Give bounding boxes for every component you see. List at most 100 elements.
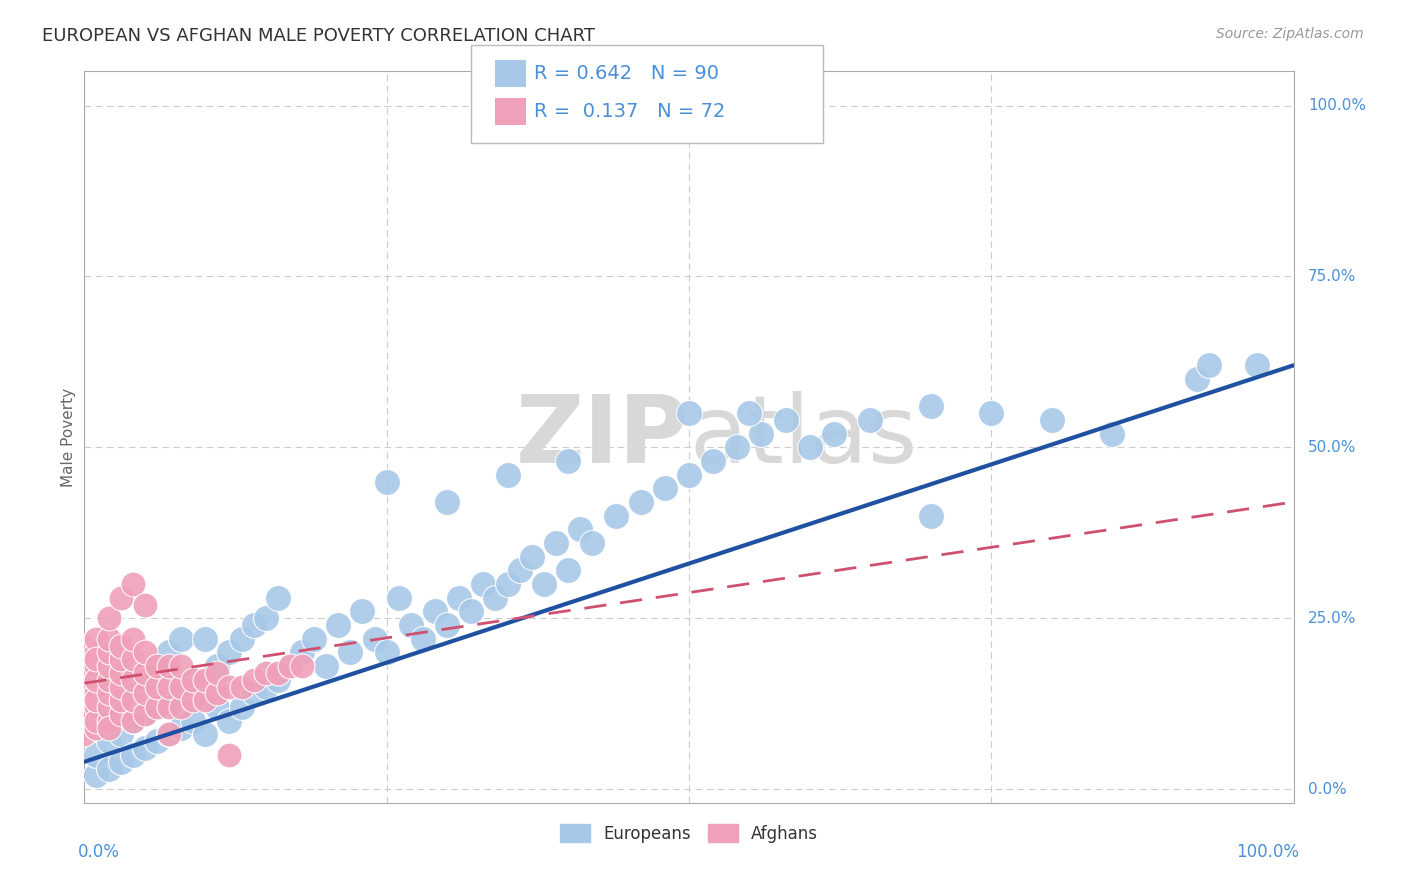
Text: ZIP: ZIP: [516, 391, 689, 483]
Point: [181, 673, 204, 687]
Point: [291, 645, 314, 659]
Point: [581, 536, 603, 550]
Text: 100.0%: 100.0%: [1236, 843, 1299, 861]
Point: [218, 747, 240, 762]
Point: [254, 665, 277, 680]
Point: [97, 734, 120, 748]
Point: [146, 659, 169, 673]
Point: [231, 680, 253, 694]
Point: [134, 686, 156, 700]
Point: [557, 454, 579, 468]
Point: [218, 714, 240, 728]
Point: [157, 727, 180, 741]
Point: [73, 639, 96, 653]
Point: [302, 632, 325, 646]
Text: Source: ZipAtlas.com: Source: ZipAtlas.com: [1216, 27, 1364, 41]
Point: [520, 549, 543, 564]
Point: [157, 645, 180, 659]
Point: [207, 665, 229, 680]
Point: [267, 673, 290, 687]
Point: [181, 714, 204, 728]
Point: [157, 680, 180, 694]
Point: [97, 659, 120, 673]
Point: [375, 645, 398, 659]
Y-axis label: Male Poverty: Male Poverty: [60, 387, 76, 487]
Text: R =  0.137   N = 72: R = 0.137 N = 72: [534, 102, 725, 121]
Point: [157, 693, 180, 707]
Point: [170, 680, 193, 694]
Point: [920, 508, 942, 523]
Point: [73, 673, 96, 687]
Point: [73, 645, 96, 659]
Point: [920, 400, 942, 414]
Point: [97, 700, 120, 714]
Point: [823, 426, 845, 441]
Text: R = 0.642   N = 90: R = 0.642 N = 90: [534, 63, 720, 83]
Point: [121, 632, 143, 646]
Point: [134, 645, 156, 659]
Point: [799, 440, 821, 454]
Point: [157, 700, 180, 714]
Point: [86, 632, 108, 646]
Point: [509, 563, 531, 577]
Point: [86, 659, 108, 673]
Point: [738, 406, 761, 420]
Point: [86, 693, 108, 707]
Text: EUROPEAN VS AFGHAN MALE POVERTY CORRELATION CHART: EUROPEAN VS AFGHAN MALE POVERTY CORRELAT…: [42, 27, 595, 45]
Point: [86, 645, 108, 659]
Point: [110, 665, 132, 680]
Point: [460, 604, 482, 618]
Point: [242, 673, 264, 687]
Point: [121, 652, 143, 666]
Point: [194, 693, 217, 707]
Point: [121, 747, 143, 762]
Point: [73, 700, 96, 714]
Point: [630, 495, 652, 509]
Point: [73, 665, 96, 680]
Point: [1185, 372, 1208, 386]
Point: [86, 721, 108, 735]
Text: 100.0%: 100.0%: [1308, 98, 1367, 113]
Point: [278, 659, 301, 673]
Point: [569, 522, 592, 536]
Point: [194, 727, 217, 741]
Point: [218, 680, 240, 694]
Point: [86, 652, 108, 666]
Point: [291, 659, 314, 673]
Point: [110, 652, 132, 666]
Point: [157, 727, 180, 741]
Point: [86, 673, 108, 687]
Point: [134, 706, 156, 721]
Point: [678, 467, 700, 482]
Point: [86, 673, 108, 687]
Point: [423, 604, 446, 618]
Point: [110, 680, 132, 694]
Point: [73, 727, 96, 741]
Point: [449, 591, 471, 605]
Point: [110, 706, 132, 721]
Point: [352, 604, 374, 618]
Text: atlas: atlas: [689, 391, 917, 483]
Point: [242, 618, 264, 632]
Text: 0.0%: 0.0%: [79, 843, 120, 861]
Point: [110, 700, 132, 714]
Point: [121, 714, 143, 728]
Point: [1040, 413, 1063, 427]
Point: [254, 680, 277, 694]
Point: [605, 508, 627, 523]
Point: [170, 632, 193, 646]
Point: [134, 673, 156, 687]
Point: [73, 652, 96, 666]
Point: [134, 598, 156, 612]
Point: [97, 686, 120, 700]
Point: [121, 577, 143, 591]
Point: [242, 686, 264, 700]
Point: [339, 645, 361, 659]
Point: [194, 632, 217, 646]
Point: [472, 577, 495, 591]
Point: [278, 659, 301, 673]
Point: [73, 714, 96, 728]
Text: 0.0%: 0.0%: [1308, 781, 1347, 797]
Point: [146, 734, 169, 748]
Point: [725, 440, 748, 454]
